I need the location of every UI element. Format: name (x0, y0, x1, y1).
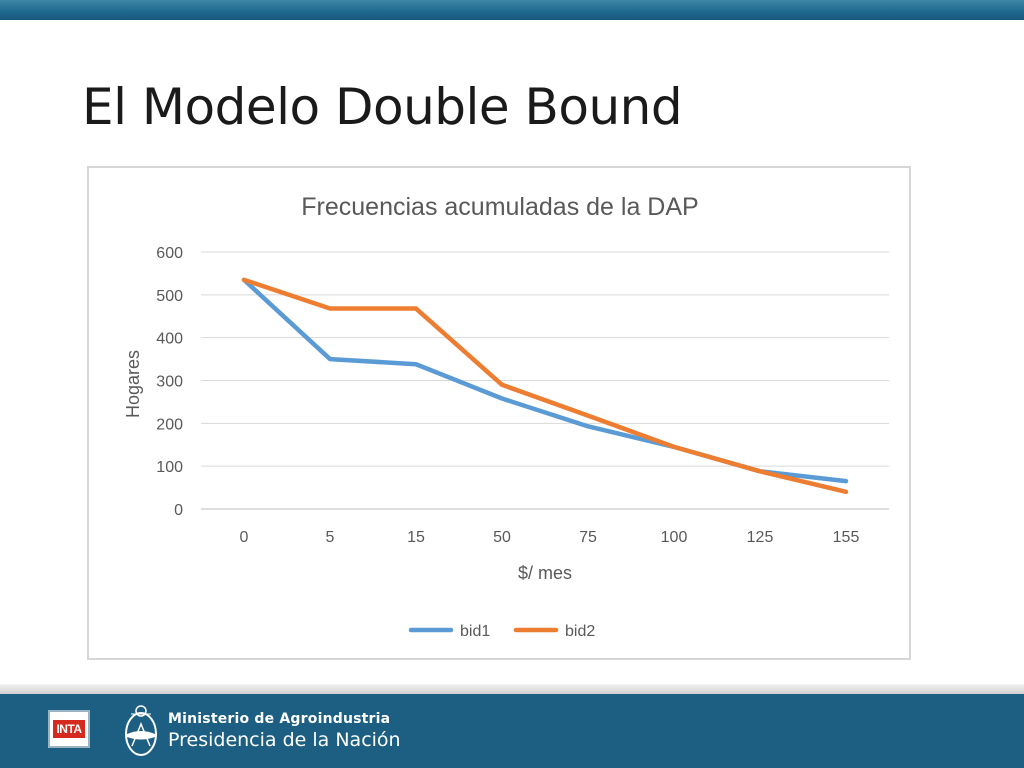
legend-label-bid1: bid1 (460, 623, 490, 640)
y-tick-label: 0 (174, 502, 183, 519)
y-tick-label: 400 (156, 331, 183, 348)
legend-label-bid2: bid2 (565, 623, 595, 640)
x-tick-label: 50 (493, 529, 511, 546)
x-axis-ticks: 0 5 15 50 75 100 125 155 (240, 529, 860, 546)
inta-logo: INTA (48, 710, 90, 748)
x-tick-label: 125 (747, 529, 774, 546)
inta-logo-text: INTA (53, 720, 85, 738)
x-tick-label: 100 (661, 529, 688, 546)
y-tick-label: 500 (156, 288, 183, 305)
y-tick-label: 600 (156, 245, 183, 262)
y-tick-label: 200 (156, 416, 183, 433)
x-axis-label: $/ mes (518, 563, 572, 583)
y-tick-label: 100 (156, 459, 183, 476)
x-tick-label: 5 (326, 529, 335, 546)
footer-bar: INTA Ministerio de Agroindustria Preside… (0, 694, 1024, 768)
y-tick-label: 300 (156, 374, 183, 391)
chart-title: Frecuencias acumuladas de la DAP (301, 193, 698, 221)
y-axis-label: Hogares (123, 350, 143, 418)
ministry-name: Ministerio de Agroindustria (168, 711, 391, 727)
x-tick-label: 75 (579, 529, 597, 546)
series-lines (241, 277, 849, 495)
presidency-name: Presidencia de la Nación (168, 729, 401, 751)
slide-title: El Modelo Double Bound (82, 78, 683, 136)
legend: bid1 bid2 (408, 623, 595, 640)
chart-frame: Frecuencias acumuladas de la DAP 0 100 200… (87, 166, 911, 660)
x-tick-label: 155 (833, 529, 860, 546)
y-axis-ticks: 0 100 200 300 400 500 600 (156, 245, 183, 519)
x-tick-label: 15 (407, 529, 425, 546)
footer-divider (0, 684, 1024, 694)
line-chart: Frecuencias acumuladas de la DAP 0 100 200… (123, 193, 889, 640)
national-emblem-icon (125, 705, 157, 756)
gridlines (201, 251, 889, 510)
series-line-bid2 (241, 277, 849, 495)
top-banner (0, 0, 1024, 20)
x-tick-label: 0 (240, 529, 249, 546)
